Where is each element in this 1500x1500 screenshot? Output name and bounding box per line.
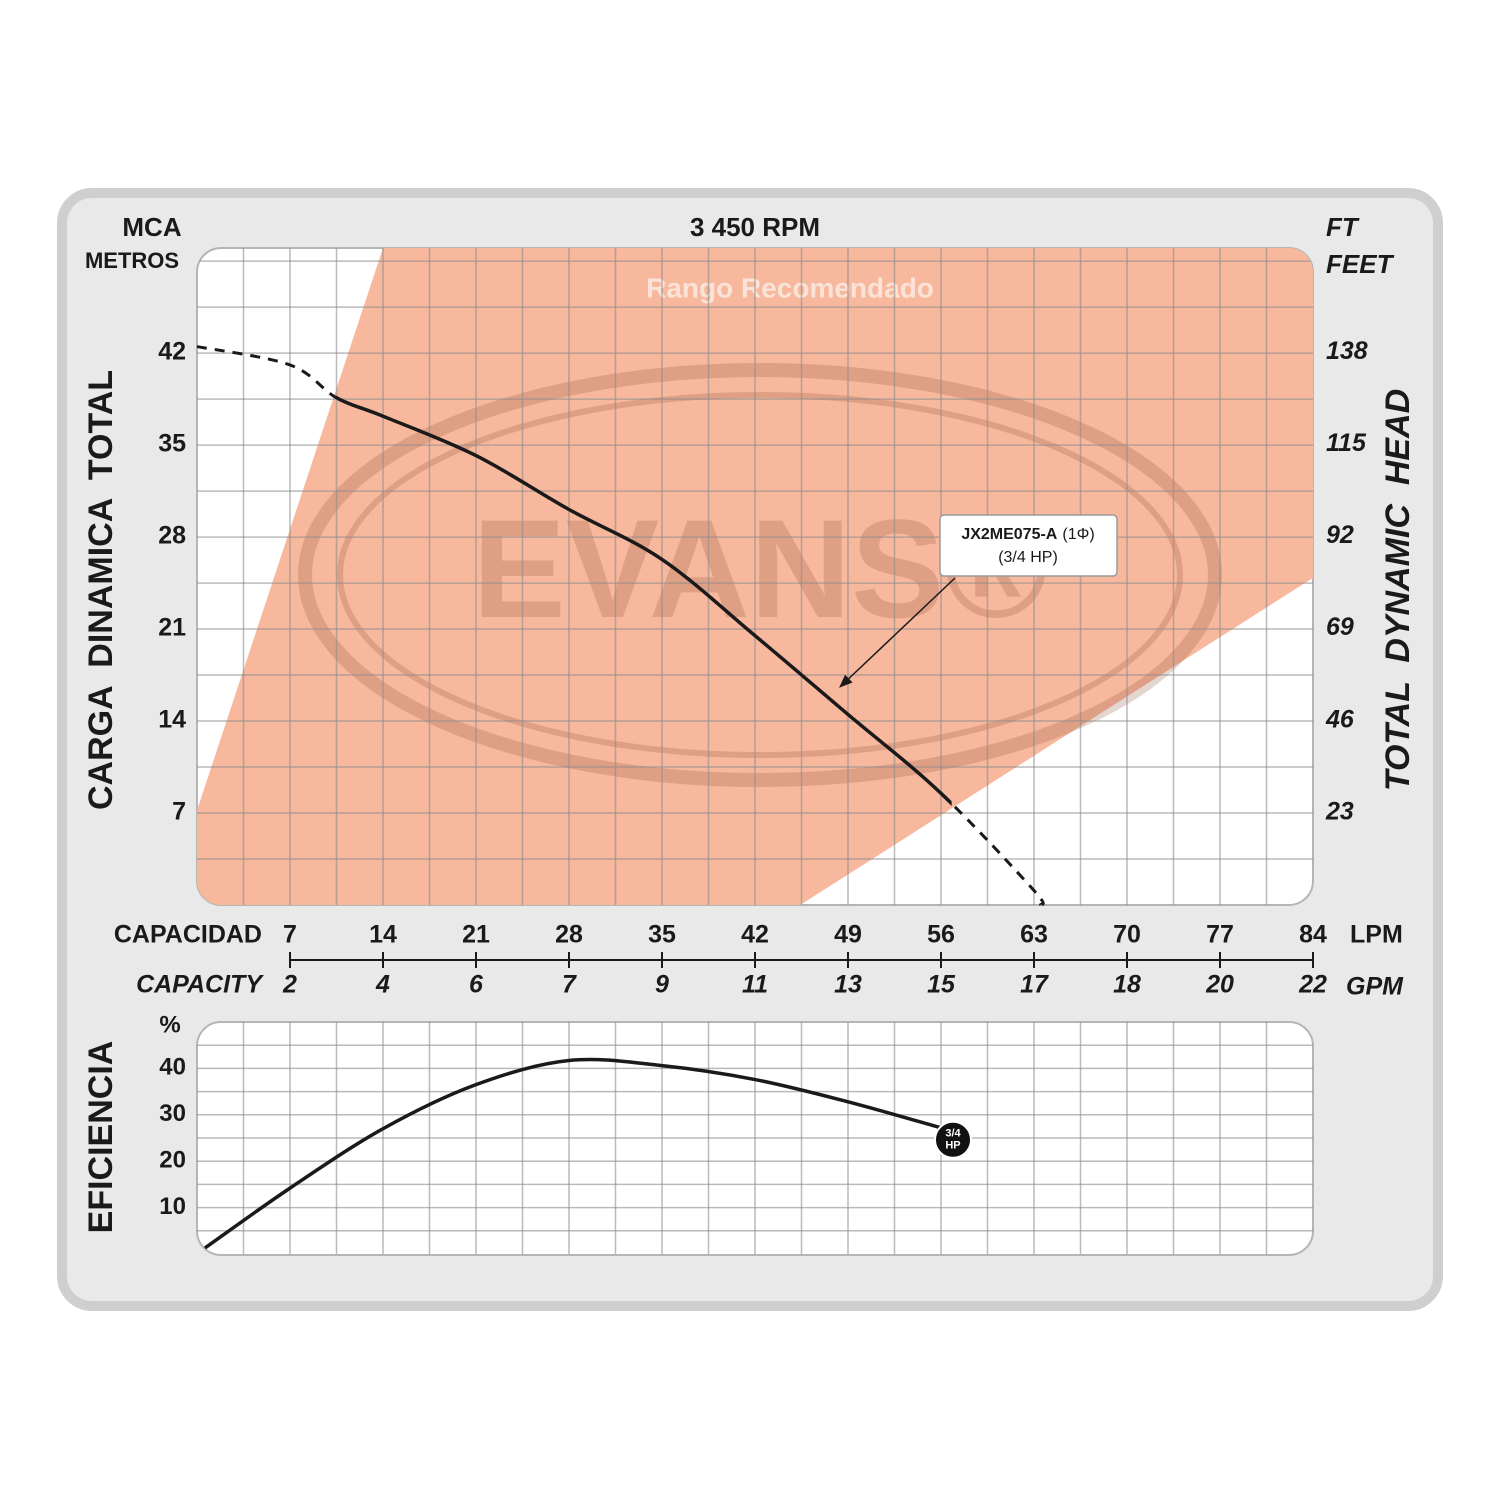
y-tick-label: 40 bbox=[159, 1054, 186, 1081]
y2-label: FT bbox=[1326, 212, 1360, 242]
plot-bottom bbox=[197, 1022, 1313, 1254]
chart-title: 3 450 RPM bbox=[690, 212, 820, 242]
x2-tick-label: 9 bbox=[655, 971, 669, 999]
x-tick-label: 21 bbox=[462, 921, 490, 949]
y-label: MCA bbox=[122, 212, 181, 242]
x2-tick-label: 20 bbox=[1205, 971, 1234, 999]
y-tick-label: 21 bbox=[158, 614, 186, 642]
y2-sublabel: FEET bbox=[1326, 249, 1395, 279]
watermark-ring bbox=[337, 392, 1183, 758]
curve bbox=[203, 1057, 942, 1250]
y2-tick-label: 115 bbox=[1326, 429, 1367, 457]
plot-top: EVANS®Rango Recomendado bbox=[197, 248, 1313, 905]
y-title: EFICIENCIA bbox=[82, 1041, 120, 1234]
x2-tick-label: 18 bbox=[1113, 971, 1141, 999]
y2-tick-label: 138 bbox=[1326, 337, 1368, 365]
x-tick-label: 84 bbox=[1299, 921, 1327, 949]
x-tick-label: 28 bbox=[555, 921, 583, 949]
x2-tick-label: 22 bbox=[1298, 971, 1327, 999]
x-tick-label: 63 bbox=[1020, 921, 1048, 949]
y-tick-label: 30 bbox=[159, 1100, 186, 1127]
annotation-power: (3/4 HP) bbox=[998, 549, 1058, 566]
x2-tick-label: 17 bbox=[1020, 971, 1049, 999]
y2-tick-label: 23 bbox=[1325, 797, 1354, 825]
x-tick-label: 35 bbox=[648, 921, 676, 949]
x2-tick-label: 6 bbox=[469, 971, 484, 999]
y-tick-label: 14 bbox=[158, 706, 186, 734]
x-tick-label: 70 bbox=[1113, 921, 1141, 949]
y-tick-label: 42 bbox=[158, 338, 186, 366]
y-title: CARGA DINAMICA TOTAL bbox=[82, 370, 120, 810]
range-label: Rango Recomendado bbox=[646, 272, 934, 303]
annotation-phase: (1Φ) bbox=[1062, 526, 1094, 543]
x2-tick-label: 11 bbox=[742, 971, 768, 999]
x-tick-label: 49 bbox=[834, 921, 862, 949]
annotation-arrow bbox=[839, 577, 956, 688]
y2-tick-label: 46 bbox=[1325, 705, 1355, 733]
y-tick-label: 7 bbox=[172, 798, 186, 826]
y-tick-label: 28 bbox=[158, 522, 186, 550]
x2-tick-label: 15 bbox=[927, 971, 956, 999]
y2-tick-label: 92 bbox=[1326, 521, 1354, 549]
y2-title: TOTAL DYNAMIC HEAD bbox=[1379, 389, 1417, 791]
y-tick-label: 35 bbox=[158, 430, 186, 458]
x-tick-label: 56 bbox=[927, 921, 955, 949]
x-tick-label: 14 bbox=[369, 921, 397, 949]
curve bbox=[336, 395, 952, 807]
y-tick-label: 20 bbox=[159, 1147, 186, 1174]
x-tick-label: 77 bbox=[1206, 921, 1234, 949]
end-label: 3/4 bbox=[945, 1128, 961, 1140]
x2-tick-label: 4 bbox=[375, 971, 390, 999]
x2-tick-label: 13 bbox=[834, 971, 862, 999]
x-unit: LPM bbox=[1350, 921, 1403, 949]
y-tick-label: 10 bbox=[159, 1193, 186, 1220]
x-label: CAPACIDAD bbox=[114, 921, 262, 949]
y-sublabel: METROS bbox=[85, 248, 179, 273]
x2-unit: GPM bbox=[1346, 973, 1404, 1001]
y-label: % bbox=[159, 1011, 180, 1038]
x2-label: CAPACITY bbox=[136, 971, 264, 999]
watermark-ring bbox=[298, 363, 1222, 787]
annotation-model: JX2ME075-A bbox=[961, 526, 1057, 543]
x2-tick-label: 2 bbox=[282, 971, 297, 999]
x2-tick-label: 7 bbox=[562, 971, 577, 999]
end-label: HP bbox=[945, 1140, 960, 1152]
x-tick-label: 7 bbox=[283, 921, 297, 949]
x-tick-label: 42 bbox=[741, 921, 769, 949]
annotation-title: JX2ME075-A (1Φ) bbox=[961, 526, 1094, 543]
y2-tick-label: 69 bbox=[1326, 613, 1354, 641]
end-marker bbox=[934, 1120, 972, 1159]
annotation-box bbox=[939, 514, 1118, 577]
